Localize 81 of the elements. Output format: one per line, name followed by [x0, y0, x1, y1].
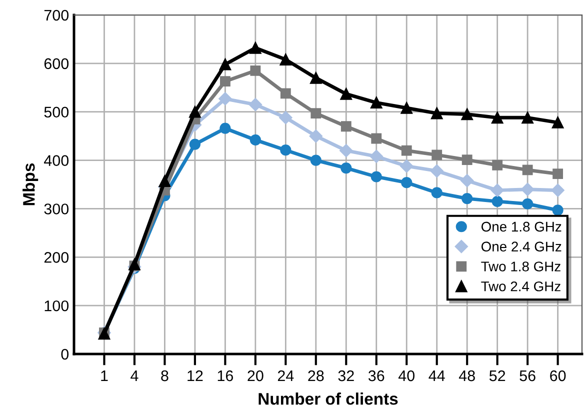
point [430, 164, 444, 178]
point [220, 122, 231, 134]
point [522, 198, 534, 210]
x-tick-label: 36 [368, 370, 384, 382]
point [400, 102, 413, 114]
point [370, 171, 382, 182]
y-tick-label: 300 [44, 204, 69, 214]
point [461, 108, 473, 120]
point [400, 160, 414, 173]
point [340, 121, 352, 132]
legend-label: One 2.4 GHz [481, 242, 562, 252]
point [430, 107, 443, 120]
point [552, 116, 564, 128]
point [551, 184, 564, 197]
point [460, 174, 474, 188]
legend-label: Two 2.4 GHz [481, 281, 560, 292]
point [371, 133, 382, 144]
point [462, 154, 472, 166]
point [462, 192, 473, 204]
x-tick-label: 52 [489, 370, 506, 382]
point [552, 168, 564, 180]
point [250, 134, 261, 146]
x-tick-label: 20 [248, 370, 264, 382]
point [520, 182, 534, 196]
x-tick-label: 60 [550, 370, 566, 382]
legend-label: Two 1.8 GHz [481, 262, 560, 272]
x-tick-label: 1 [101, 370, 108, 382]
y-tick-label: 500 [44, 106, 69, 118]
point [158, 175, 171, 188]
legend-label: One 1.8 GHz [481, 222, 562, 232]
point [220, 76, 230, 87]
y-tick-label: 400 [44, 155, 69, 166]
x-tick-label: 4 [130, 370, 138, 382]
point [189, 106, 201, 118]
point [310, 72, 322, 84]
point [552, 204, 564, 216]
y-tick-label: 100 [44, 300, 69, 312]
point [491, 112, 504, 124]
point [280, 88, 291, 99]
x-tick-label: 40 [398, 370, 415, 382]
x-tick-label: 8 [161, 370, 168, 382]
x-tick-label: 28 [308, 370, 324, 382]
x-tick-label: 44 [428, 370, 445, 382]
point [370, 96, 382, 109]
y-tick-label: 0 [61, 348, 69, 360]
point [279, 111, 292, 124]
point [492, 196, 503, 208]
x-tick-label: 12 [188, 370, 203, 382]
point [340, 162, 352, 174]
point [490, 184, 504, 197]
y-axis-title: Mbps [22, 163, 38, 206]
point [370, 150, 383, 163]
point [218, 92, 232, 106]
point [401, 145, 412, 156]
point [401, 177, 412, 188]
point [310, 154, 322, 166]
point [250, 42, 262, 54]
x-axis-title: Number of clients [258, 392, 398, 405]
x-tick-label: 56 [520, 370, 536, 382]
point [522, 112, 534, 124]
y-tick-label: 700 [44, 10, 69, 21]
point [310, 108, 322, 119]
x-tick-label: 48 [458, 370, 475, 382]
point [522, 164, 533, 176]
point [280, 54, 292, 66]
x-tick-label: 24 [278, 370, 294, 382]
x-tick-label: 16 [218, 370, 234, 382]
point [432, 150, 442, 160]
y-tick-label: 200 [44, 252, 69, 263]
point [340, 144, 353, 158]
point [340, 88, 352, 100]
point [248, 98, 262, 112]
x-tick-label: 32 [338, 370, 354, 382]
point [250, 65, 261, 76]
point [309, 129, 322, 143]
point [492, 160, 503, 170]
point [219, 58, 232, 70]
point [189, 138, 201, 150]
point [431, 187, 442, 198]
point [280, 144, 292, 156]
y-tick-label: 600 [44, 58, 69, 70]
